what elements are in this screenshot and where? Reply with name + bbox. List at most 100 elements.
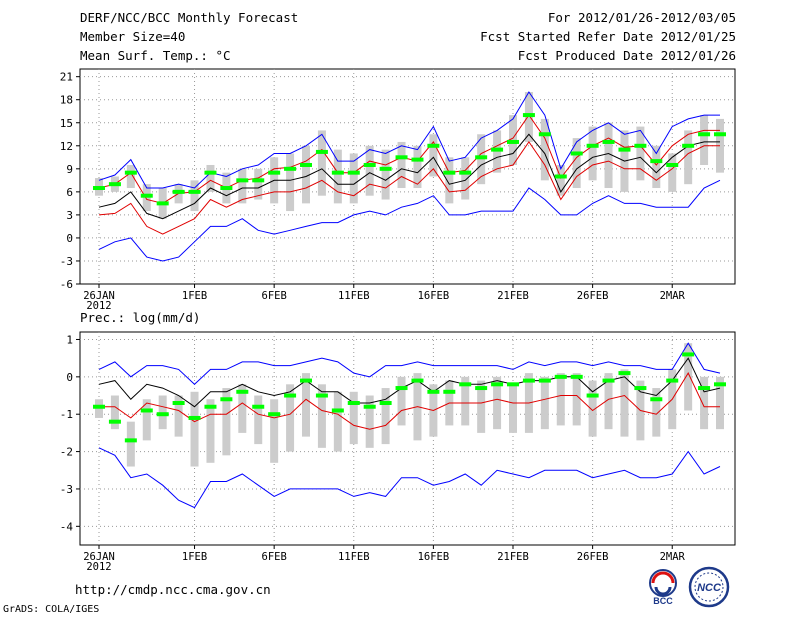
x-tick-label: 2MAR xyxy=(660,290,686,302)
mean-marker xyxy=(268,170,281,175)
ensemble-box xyxy=(604,373,613,430)
mean-marker xyxy=(666,378,679,383)
mean-marker xyxy=(714,132,726,137)
mean-marker xyxy=(395,386,408,391)
ensemble-box xyxy=(333,149,342,204)
max-line xyxy=(98,91,720,189)
y-tick-label: -4 xyxy=(60,520,74,533)
ensemble-box xyxy=(222,388,231,456)
mean-marker xyxy=(666,162,679,167)
ensemble-box xyxy=(126,421,135,467)
x-tick-year-label: 2012 xyxy=(86,561,111,573)
y-tick-label: 12 xyxy=(60,140,73,153)
ensemble-box xyxy=(604,122,613,189)
ensemble-box xyxy=(381,388,390,445)
ensemble-box xyxy=(716,376,724,430)
mean-marker xyxy=(124,170,137,175)
mean-marker xyxy=(236,389,249,394)
ensemble-box xyxy=(477,380,486,433)
ensemble-box xyxy=(397,376,406,426)
mean-marker xyxy=(570,374,583,379)
ensemble-box xyxy=(317,130,326,196)
mean-marker xyxy=(284,166,297,171)
min-line xyxy=(98,179,721,262)
mean-marker xyxy=(395,155,408,160)
ensemble-box xyxy=(636,126,645,181)
mean-marker xyxy=(443,389,456,394)
mean-marker xyxy=(459,382,472,387)
mean-marker xyxy=(714,382,726,387)
mean-marker xyxy=(411,157,424,162)
x-tick-label: 1FEB xyxy=(182,551,207,563)
ensemble-box xyxy=(270,399,279,463)
y-tick-label: 1 xyxy=(66,333,73,346)
produced-date: Fcst Produced Date 2012/01/26 xyxy=(517,48,736,63)
mean-marker xyxy=(522,113,535,118)
ensemble-box xyxy=(254,395,263,445)
ensemble-box xyxy=(429,134,438,177)
mean-marker xyxy=(570,151,583,156)
mean-marker xyxy=(538,378,551,383)
ensemble-box xyxy=(540,118,549,181)
mean-marker xyxy=(363,162,376,167)
ensemble-box xyxy=(174,395,183,437)
mean-marker xyxy=(618,147,631,152)
ensemble-box xyxy=(142,399,151,441)
ensemble-box xyxy=(652,145,661,189)
member-size: Member Size=40 xyxy=(80,29,186,44)
mean-marker xyxy=(427,389,440,394)
x-tick-label: 11FEB xyxy=(338,290,370,302)
y-tick-label: 0 xyxy=(66,371,73,384)
max-line xyxy=(98,342,721,385)
mean-marker xyxy=(475,386,488,391)
ensemble-box xyxy=(556,373,565,426)
upper-quartile-line xyxy=(98,114,720,204)
ensemble-box xyxy=(238,168,247,204)
mean-marker xyxy=(650,159,663,164)
ensemble-box xyxy=(668,153,677,192)
y-tick-label: 18 xyxy=(60,94,73,107)
y-tick-label: 9 xyxy=(66,163,73,176)
mean-marker xyxy=(300,162,312,167)
min-line xyxy=(98,447,721,509)
mean-marker xyxy=(284,393,297,398)
chart-title: DERF/NCC/BCC Monthly Forecast xyxy=(80,10,299,25)
mean-marker xyxy=(331,408,344,413)
mean-marker xyxy=(602,378,615,383)
mean-marker xyxy=(443,170,456,175)
ensemble-box xyxy=(254,168,263,200)
mean-marker xyxy=(236,178,249,183)
mean-marker xyxy=(618,371,631,376)
mean-marker xyxy=(331,170,344,175)
y-tick-label: -2 xyxy=(60,446,73,459)
mean-marker xyxy=(220,397,233,402)
median-line xyxy=(98,357,721,408)
lower-quartile-line xyxy=(98,141,720,235)
mean-marker xyxy=(602,139,615,144)
mean-marker xyxy=(93,404,105,409)
ensemble-box xyxy=(190,180,199,212)
y-tick-label: 6 xyxy=(66,186,73,199)
y-tick-label: 0 xyxy=(66,232,73,245)
mean-marker xyxy=(140,408,153,413)
ensemble-box xyxy=(126,164,135,189)
mean-marker xyxy=(188,415,201,420)
ensemble-box xyxy=(286,384,295,452)
mean-marker xyxy=(427,143,440,148)
source-url[interactable]: http://cmdp.ncc.cma.gov.cn xyxy=(75,582,271,597)
ensemble-box xyxy=(206,399,215,463)
mean-marker xyxy=(204,404,217,409)
mean-marker xyxy=(650,397,663,402)
mean-marker xyxy=(459,170,472,175)
x-tick-label: 26JAN xyxy=(83,290,115,302)
mean-marker xyxy=(108,419,121,424)
plot-frame xyxy=(79,331,736,546)
mean-marker xyxy=(379,401,392,405)
x-tick-label: 6FEB xyxy=(262,290,287,302)
ensemble-box xyxy=(509,384,517,433)
ensemble-box xyxy=(286,153,295,212)
bcc-logo: BCC xyxy=(649,569,677,606)
mean-marker xyxy=(172,401,185,405)
ensemble-box xyxy=(365,145,374,196)
